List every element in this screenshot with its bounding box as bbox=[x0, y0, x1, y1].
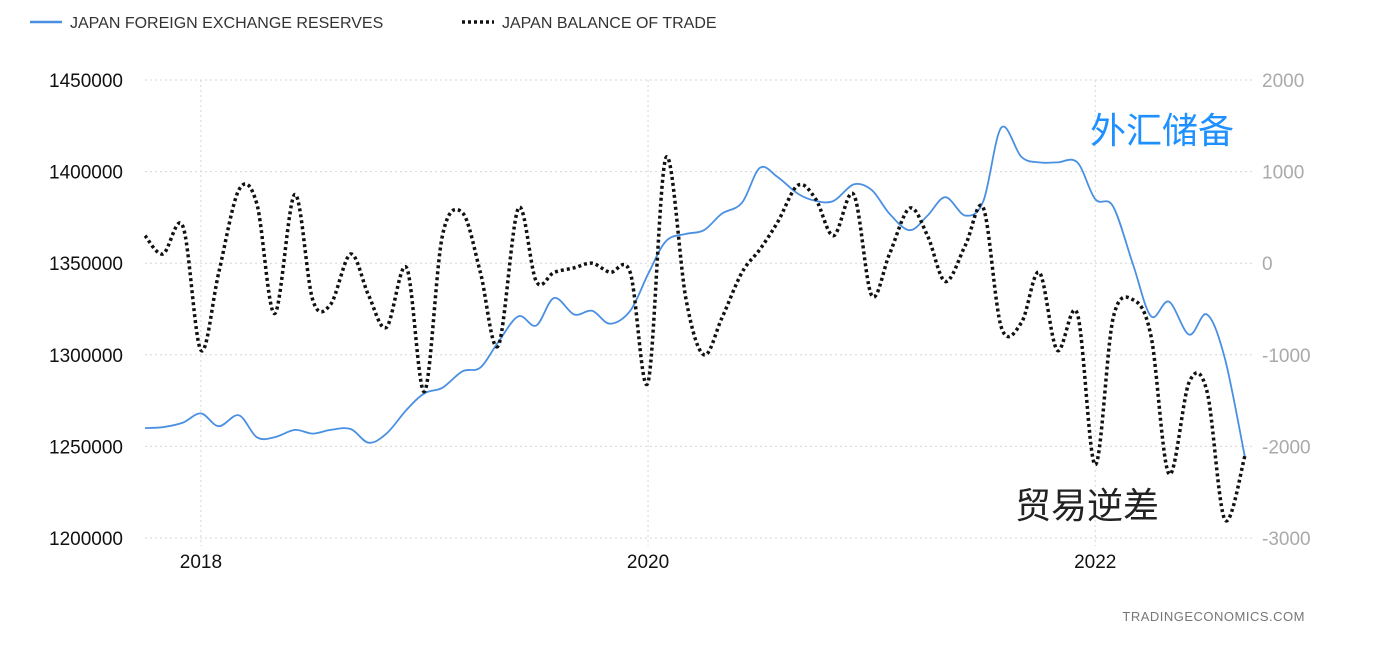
x-axis: 2018 2020 2022 bbox=[180, 552, 1117, 573]
annotation-trade: 贸易逆差 bbox=[1015, 486, 1159, 527]
y-left-tick-label: 1350000 bbox=[49, 254, 123, 275]
y-left-tick-label: 1400000 bbox=[49, 163, 123, 184]
y-right-tick-label: 2000 bbox=[1262, 71, 1304, 92]
x-tick-label: 2020 bbox=[627, 552, 669, 573]
y-right-tick-label: -1000 bbox=[1262, 346, 1311, 367]
series-line-fx-reserves bbox=[144, 125, 1246, 458]
y-right-tick-label: -3000 bbox=[1262, 529, 1311, 550]
y-left-tick-label: 1200000 bbox=[49, 529, 123, 550]
y-axis-left: 1450000 1400000 1350000 1300000 1250000 12000… bbox=[49, 71, 123, 550]
legend-reserves-label: JAPAN FOREIGN EXCHANGE RESERVES bbox=[70, 15, 383, 32]
y-left-tick-label: 1250000 bbox=[49, 437, 123, 458]
annotation-reserves: 外汇储备 bbox=[1090, 111, 1234, 152]
gridlines bbox=[145, 79, 1255, 546]
source-label: TRADINGECONOMICS.COM bbox=[1122, 609, 1305, 624]
x-tick-label: 2018 bbox=[180, 552, 222, 573]
legend-trade-label: JAPAN BALANCE OF TRADE bbox=[502, 15, 717, 32]
series-line-balance-of-trade bbox=[143, 155, 1247, 523]
y-left-tick-label: 1300000 bbox=[49, 346, 123, 367]
legend: JAPAN FOREIGN EXCHANGE RESERVES JAPAN BA… bbox=[30, 15, 717, 32]
series-lines bbox=[143, 125, 1247, 523]
y-right-tick-label: 0 bbox=[1262, 254, 1273, 275]
y-axis-right: 2000 1000 0 -1000 -2000 -3000 bbox=[1262, 71, 1311, 550]
y-right-tick-label: 1000 bbox=[1262, 163, 1304, 184]
y-right-tick-label: -2000 bbox=[1262, 437, 1311, 458]
y-left-tick-label: 1450000 bbox=[49, 71, 123, 92]
x-tick-label: 2022 bbox=[1074, 552, 1116, 573]
